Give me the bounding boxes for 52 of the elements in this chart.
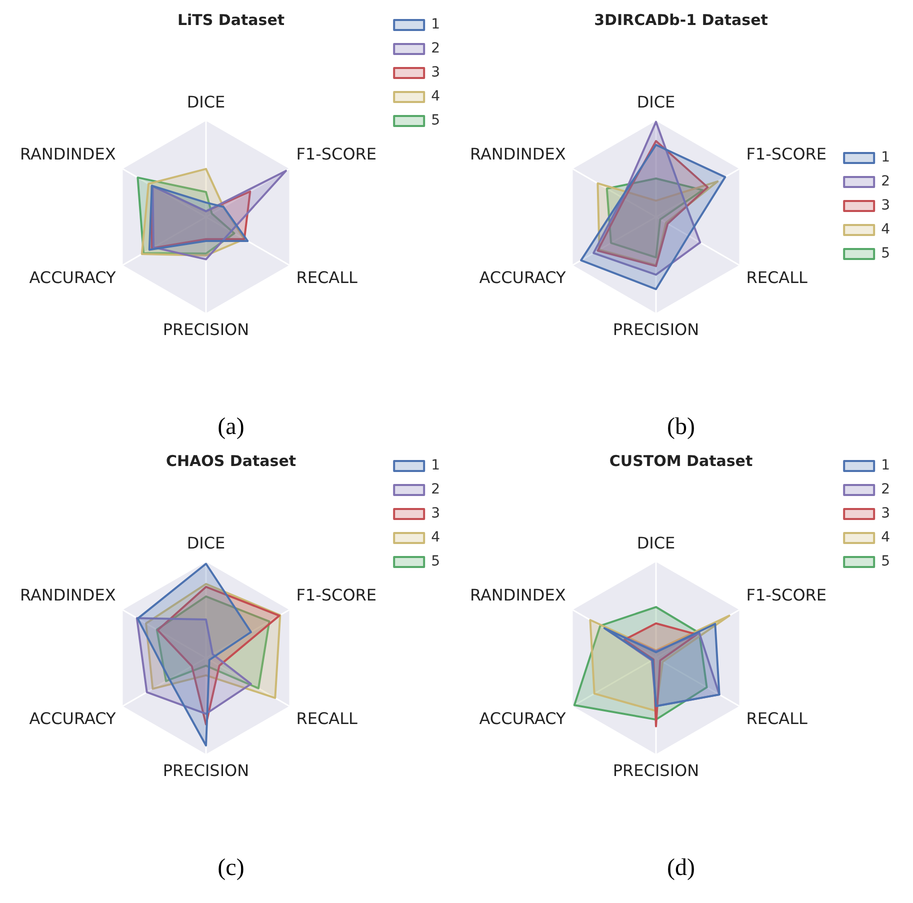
legend-label: 2	[881, 174, 890, 190]
spoke-label: PRECISION	[612, 320, 700, 339]
legend-label: 2	[881, 482, 890, 498]
legend-label: 1	[431, 458, 440, 474]
spoke-label: ACCURACY	[29, 268, 116, 287]
spoke-label: RANDINDEX	[470, 144, 566, 164]
legend-label: 4	[431, 88, 440, 105]
legend-label: 4	[431, 530, 440, 546]
spoke-label: ACCURACY	[479, 708, 566, 728]
spoke-label: DICE	[636, 533, 676, 552]
legend-label: 2	[431, 482, 440, 498]
spoke-label: RANDINDEX	[470, 585, 566, 604]
spoke-label: F1-SCORE	[746, 585, 827, 604]
legend-label: 3	[431, 506, 440, 522]
spoke-label: PRECISION	[612, 760, 700, 780]
spoke-label: F1-SCORE	[296, 144, 377, 164]
spoke-label: DICE	[186, 92, 226, 112]
chart-title: CUSTOM Dataset	[609, 452, 753, 470]
spoke-label: RANDINDEX	[20, 585, 116, 604]
spoke-label: F1-SCORE	[746, 144, 827, 164]
spoke-label: ACCURACY	[29, 708, 116, 728]
legend-label: 1	[881, 150, 890, 166]
legend-label: 1	[881, 458, 890, 474]
chart-title: CHAOS Dataset	[166, 452, 296, 470]
legend-label: 3	[881, 506, 890, 522]
legend-label: 3	[881, 198, 890, 214]
spoke-label: RECALL	[746, 708, 808, 728]
chart-title: 3DIRCADb-1 Dataset	[594, 10, 768, 29]
text: (d)	[667, 855, 695, 882]
legend-label: 5	[881, 246, 890, 262]
legend-label: 2	[431, 40, 440, 57]
text: (b)	[667, 414, 695, 441]
spoke-label: RECALL	[296, 708, 358, 728]
legend-label: 4	[881, 530, 890, 546]
chart-title: LiTS Dataset	[177, 10, 285, 29]
spoke-label: DICE	[186, 533, 226, 552]
legend-label: 5	[431, 554, 440, 570]
legend-label: 4	[881, 222, 890, 238]
spoke-label: PRECISION	[162, 760, 250, 780]
legend-label: 1	[431, 16, 440, 33]
spoke-label: DICE	[636, 92, 676, 112]
legend-label: 3	[431, 64, 440, 81]
legend-label: 5	[431, 112, 440, 129]
spoke-label: F1-SCORE	[296, 585, 377, 604]
spoke-label: RECALL	[746, 268, 808, 287]
text: (a)	[218, 414, 244, 441]
spoke-label: RECALL	[296, 268, 358, 287]
legend-label: 5	[881, 554, 890, 570]
spoke-label: ACCURACY	[479, 268, 566, 287]
spoke-label: PRECISION	[162, 320, 250, 339]
spoke-label: RANDINDEX	[20, 144, 116, 164]
text: (c)	[218, 855, 244, 882]
